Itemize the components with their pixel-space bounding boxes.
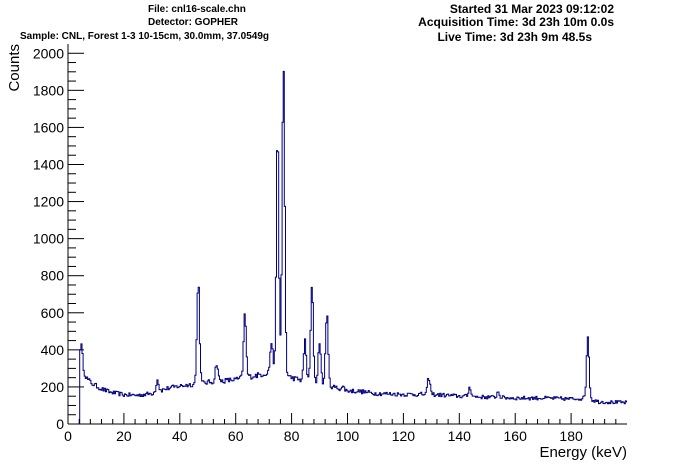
sample-label: Sample: CNL, Forest 1-3 10-15cm, 30.0mm,… xyxy=(20,31,270,42)
x-axis-ticks: 0 20 40 60 80 100 120 140 160 180 xyxy=(64,413,617,444)
x-tick-label: 80 xyxy=(284,428,300,444)
y-tick-label: 1400 xyxy=(33,156,64,172)
x-tick-label: 0 xyxy=(64,428,72,444)
live-time-label: Live Time: 3d 23h 9m 48.5s xyxy=(437,30,592,44)
x-tick-label: 100 xyxy=(336,428,360,444)
spectrum-series-line xyxy=(79,70,627,424)
file-label: File: cnl16-scale.chn xyxy=(148,4,246,15)
y-tick-label: 1200 xyxy=(33,194,64,210)
y-axis-ticks: 0 200 400 600 800 1000 1200 1400 1600 1800 2000 xyxy=(33,45,84,432)
y-tick-label: 1000 xyxy=(33,231,64,247)
x-tick-label: 140 xyxy=(448,428,472,444)
x-tick-label: 180 xyxy=(559,428,583,444)
y-tick-label: 1800 xyxy=(33,82,64,98)
y-axis-label: Counts xyxy=(6,44,23,92)
y-tick-label: 200 xyxy=(41,379,65,395)
started-label: Started 31 Mar 2023 09:12:02 xyxy=(449,2,614,16)
acquisition-time-label: Acquisition Time: 3d 23h 10m 0.0s xyxy=(418,15,614,29)
x-tick-label: 60 xyxy=(228,428,244,444)
x-tick-label: 160 xyxy=(504,428,528,444)
detector-label: Detector: GOPHER xyxy=(148,17,239,28)
y-tick-label: 0 xyxy=(56,416,64,432)
y-tick-label: 1600 xyxy=(33,119,64,135)
y-tick-label: 800 xyxy=(41,268,65,284)
y-tick-label: 400 xyxy=(41,342,65,358)
y-tick-label: 600 xyxy=(41,305,65,321)
x-tick-label: 120 xyxy=(392,428,416,444)
axes xyxy=(67,44,627,425)
x-tick-label: 20 xyxy=(116,428,132,444)
x-tick-label: 40 xyxy=(172,428,188,444)
x-axis-label: Energy (keV) xyxy=(539,444,627,461)
y-tick-label: 2000 xyxy=(33,45,64,61)
